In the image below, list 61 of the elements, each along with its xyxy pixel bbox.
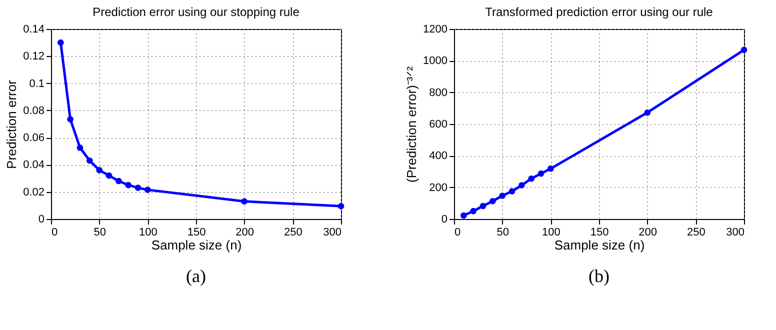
x-tick-label: 100 <box>138 226 158 238</box>
point <box>499 192 506 199</box>
x-tick-label: 200 <box>638 226 658 238</box>
text: (a) <box>186 266 206 286</box>
text: (b) <box>588 266 610 286</box>
point <box>490 198 496 204</box>
y-tick-label: 0.06 <box>23 132 44 144</box>
point <box>86 157 93 164</box>
y-tick-label: 200 <box>429 182 448 194</box>
point <box>518 182 525 188</box>
y-tick-label: 0.04 <box>23 159 44 172</box>
y-tick-label: 0.14 <box>23 24 44 36</box>
x-tick-label: 250 <box>686 226 706 238</box>
point <box>116 178 122 184</box>
point <box>460 212 467 219</box>
y-tick-label: 0 <box>38 214 44 226</box>
chart-title: Prediction error using our stopping rule <box>92 5 300 19</box>
y-tick-label: 800 <box>429 86 448 99</box>
point <box>76 144 84 151</box>
y-tick-label: 0.1 <box>29 78 44 90</box>
point <box>548 165 554 172</box>
y-tick-label: 0 <box>441 214 448 226</box>
point <box>538 170 544 177</box>
point <box>241 198 248 205</box>
x-tick-label: 200 <box>236 226 254 238</box>
point <box>67 116 74 122</box>
point <box>144 186 151 193</box>
x-tick-label: 300 <box>323 226 342 238</box>
x-tick-label: 250 <box>284 226 302 238</box>
point <box>338 202 344 210</box>
point <box>134 184 142 191</box>
point <box>470 208 476 214</box>
chart-title: Transformed prediction error using our rule <box>485 5 714 19</box>
y-tick-label: 1200 <box>423 24 448 36</box>
point <box>480 202 486 210</box>
x-tick-label: 300 <box>726 226 744 238</box>
y-tick-label: 600 <box>429 118 448 130</box>
x-tick-label: 150 <box>187 226 206 238</box>
point <box>58 39 64 46</box>
y-axis-title: (Prediction error)⁻³ᐟ² <box>404 66 420 183</box>
x-tick-label: 150 <box>590 226 609 238</box>
point <box>106 172 112 179</box>
y-tick-label: 0.12 <box>23 50 44 63</box>
x-axis-title: Sample size (n) <box>151 238 242 252</box>
y-tick-label: 400 <box>429 150 448 162</box>
x-tick-label: 0 <box>454 226 461 238</box>
x-tick-label: 100 <box>542 226 560 238</box>
x-axis-title: Sample size (n) <box>554 238 645 252</box>
y-tick-label: 1000 <box>423 55 448 68</box>
y-axis-title: Prediction error <box>4 79 20 169</box>
x-tick-label: 0 <box>52 226 58 238</box>
x-tick-label: 50 <box>94 226 106 238</box>
point <box>644 109 650 116</box>
point <box>740 46 748 54</box>
x-tick-label: 50 <box>496 226 509 238</box>
point <box>528 175 534 182</box>
y-tick-label: 0.02 <box>23 186 44 198</box>
point <box>508 188 516 194</box>
y-tick-label: 0.08 <box>23 104 44 117</box>
point <box>96 166 102 174</box>
point <box>125 182 132 188</box>
